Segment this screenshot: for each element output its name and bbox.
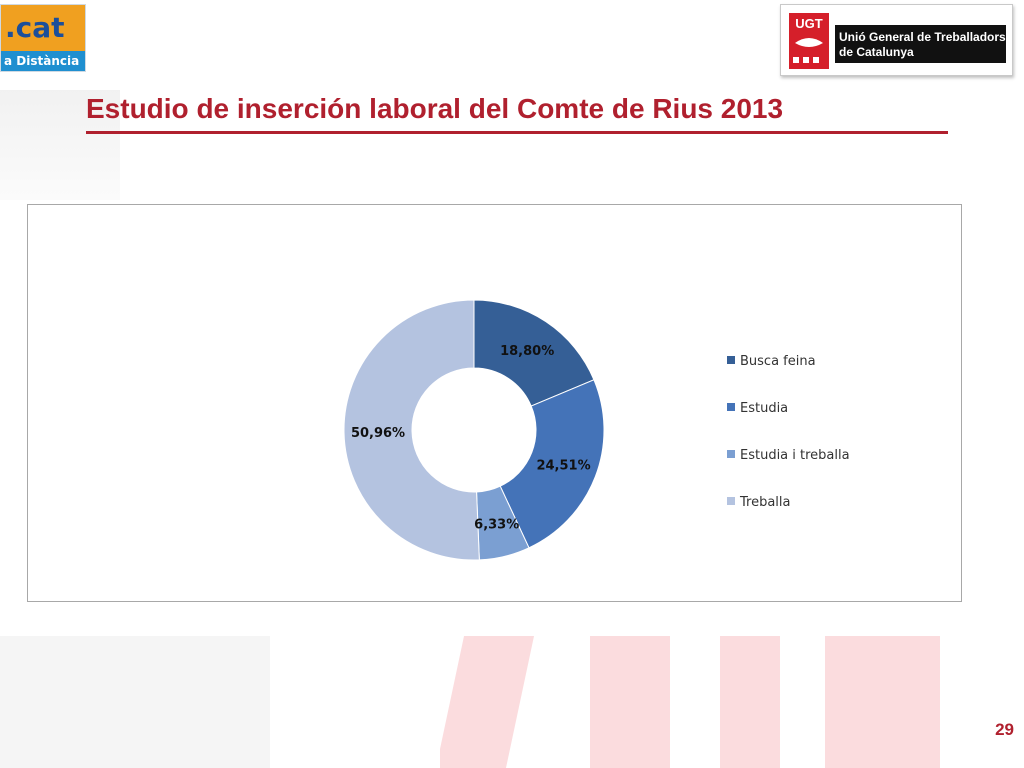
doughnut-chart: 18,80% 24,51% 6,33% 50,96% Busca feina Estud… bbox=[343, 299, 850, 561]
chart-slices bbox=[343, 299, 605, 561]
title-underline bbox=[86, 131, 948, 134]
cat-logo: .cat a Distància bbox=[0, 4, 86, 72]
legend-item-estudia: Estudia bbox=[727, 401, 788, 416]
legend-label-busca-feina: Busca feina bbox=[740, 354, 816, 369]
chart-container: 18,80% 24,51% 6,33% 50,96% Busca feina Estud… bbox=[27, 204, 962, 602]
cat-logo-top-text: .cat bbox=[1, 5, 85, 51]
legend-swatch-busca-feina bbox=[727, 356, 735, 364]
legend-swatch-treballa bbox=[727, 497, 735, 505]
ugt-mark-icon: UGT bbox=[789, 13, 829, 69]
legend-swatch-estudia-i-treballa bbox=[727, 450, 735, 458]
background-stripe bbox=[590, 636, 670, 768]
page-number: 29 bbox=[995, 720, 1014, 739]
data-label-estudia-i-treballa: 6,33% bbox=[474, 517, 519, 532]
cat-logo-bottom-text: a Distància bbox=[4, 54, 80, 68]
ugt-name-line2: de Catalunya bbox=[839, 45, 914, 59]
background-watermark-bottom-left bbox=[0, 636, 270, 768]
legend-label-estudia: Estudia bbox=[740, 401, 788, 416]
background-watermark-left bbox=[0, 90, 120, 200]
legend-swatch-estudia bbox=[727, 403, 735, 411]
ugt-name-line1: Unió General de Treballadors bbox=[839, 30, 1006, 44]
chart-data-labels: 18,80% 24,51% 6,33% 50,96% bbox=[351, 344, 591, 532]
page-title: Estudio de inserción laboral del Comte d… bbox=[86, 93, 784, 124]
ugt-name-box: Unió General de Treballadors de Cataluny… bbox=[835, 25, 1006, 63]
data-label-treballa: 50,96% bbox=[351, 426, 405, 441]
legend-item-busca-feina: Busca feina bbox=[727, 354, 816, 369]
legend-label-treballa: Treballa bbox=[739, 495, 791, 510]
chart-legend: Busca feina Estudia Estudia i treballa Treb… bbox=[727, 354, 850, 510]
ugt-logo: UGT Unió General de Treballadors de Cata… bbox=[780, 4, 1013, 76]
background-stripe bbox=[720, 636, 780, 768]
background-stripe bbox=[440, 636, 535, 768]
background-stripes bbox=[440, 636, 940, 768]
data-label-busca-feina: 18,80% bbox=[500, 344, 554, 359]
legend-item-treballa: Treballa bbox=[727, 495, 791, 510]
slice-treballa bbox=[343, 299, 480, 561]
slice-busca-feina bbox=[473, 299, 595, 407]
legend-label-estudia-i-treballa: Estudia i treballa bbox=[740, 448, 850, 463]
legend-item-estudia-i-treballa: Estudia i treballa bbox=[727, 448, 850, 463]
ugt-mark-text: UGT bbox=[795, 16, 823, 31]
background-stripe bbox=[825, 636, 940, 768]
slice-estudia bbox=[499, 379, 605, 549]
data-label-estudia: 24,51% bbox=[536, 459, 590, 474]
